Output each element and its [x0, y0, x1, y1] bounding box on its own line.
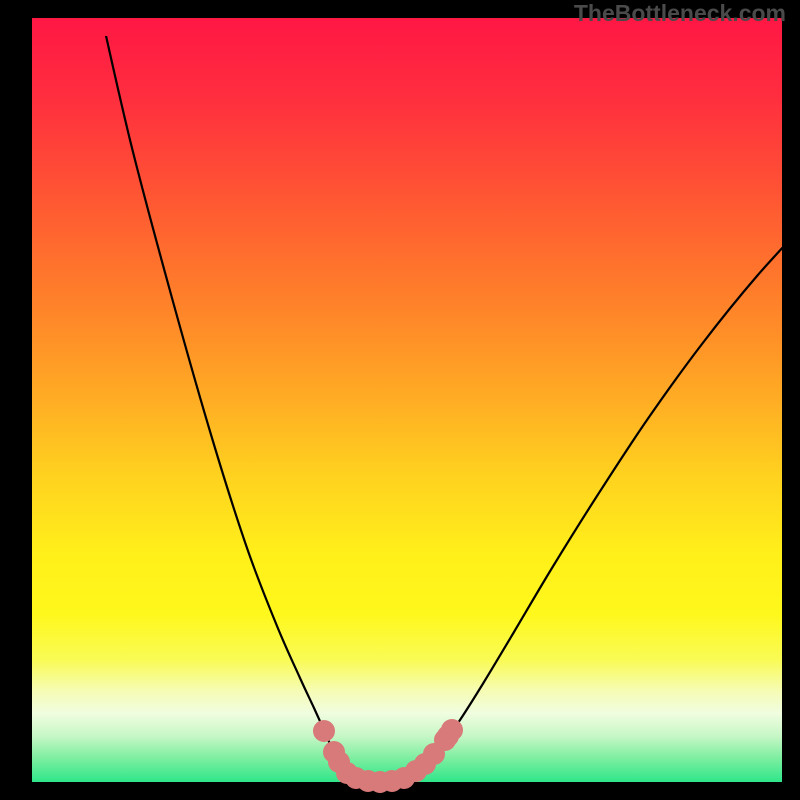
chart-canvas: TheBottleneck.com	[0, 0, 800, 800]
watermark-text: TheBottleneck.com	[574, 0, 786, 27]
plot-area	[32, 18, 782, 782]
curve-layer	[32, 18, 800, 800]
bottleneck-curve	[102, 18, 800, 782]
valley-marker	[313, 720, 335, 742]
valley-marker	[441, 719, 463, 741]
